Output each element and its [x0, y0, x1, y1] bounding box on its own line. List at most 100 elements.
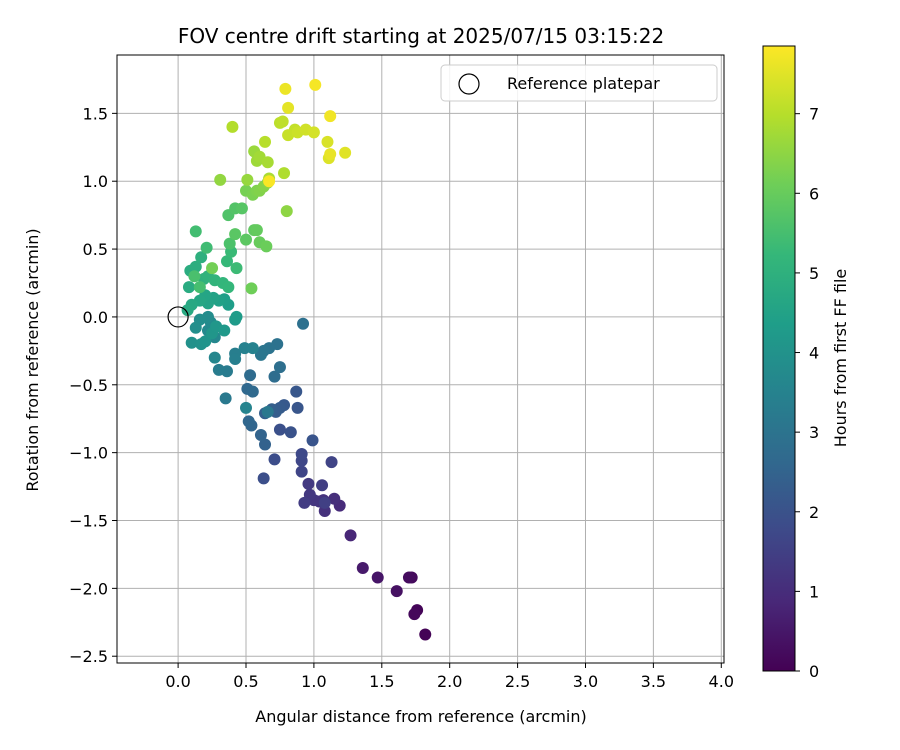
data-point [356, 562, 369, 574]
colorbar-tick-label: 1 [809, 582, 819, 601]
y-tick-label: 0.0 [83, 308, 108, 327]
data-point [242, 415, 255, 428]
data-point [263, 175, 276, 188]
data-point [321, 135, 334, 148]
data-point [306, 434, 319, 447]
data-point [259, 438, 272, 451]
data-point [298, 496, 311, 509]
x-tick-label: 1.5 [369, 672, 394, 691]
data-point [246, 342, 259, 355]
data-point [339, 146, 352, 159]
y-tick-label: 1.5 [83, 104, 108, 123]
reference-platepar-marker [167, 306, 189, 328]
data-point [240, 401, 253, 414]
data-point [230, 310, 243, 323]
data-point [259, 135, 272, 148]
data-point [254, 429, 267, 441]
colorbar-tick-label: 6 [809, 184, 819, 203]
data-point [279, 82, 292, 95]
data-point [218, 324, 231, 337]
x-tick-label: 2.0 [437, 672, 462, 691]
data-point [226, 120, 239, 133]
data-point [257, 472, 270, 485]
data-point [276, 115, 289, 128]
data-point [284, 426, 297, 439]
data-point [229, 228, 242, 241]
data-point [181, 304, 194, 317]
colorbar-tick-label: 0 [809, 662, 819, 681]
data-point [324, 110, 337, 123]
colorbar-tick-label: 2 [809, 503, 819, 522]
data-point [295, 465, 308, 478]
data-point [235, 202, 248, 215]
data-point [273, 361, 286, 374]
data-point [193, 281, 206, 294]
data-point [241, 173, 254, 186]
data-point [390, 585, 403, 598]
data-point [188, 270, 201, 283]
data-point [318, 496, 331, 509]
data-point [229, 353, 242, 365]
legend: Reference platepar [440, 64, 718, 102]
x-tick-label: 3.0 [573, 672, 598, 691]
data-point [189, 260, 202, 273]
data-point [290, 385, 303, 398]
data-point [240, 233, 253, 246]
y-tick-label: −2.0 [69, 579, 108, 598]
y-axis-ticks: 1.5 1.0 0.5 0.0 −0.5 −1.0 −1.5 −2.0 −2.5 [69, 104, 117, 666]
data-point [324, 148, 337, 161]
x-axis-label: Angular distance from reference (arcmin) [255, 707, 586, 726]
data-point [261, 156, 274, 169]
data-point [419, 628, 432, 641]
colorbar-label: Hours from first FF file [831, 269, 850, 448]
data-point [219, 392, 232, 405]
data-point [280, 205, 293, 218]
data-points [181, 78, 432, 641]
data-point [189, 225, 202, 238]
data-point [402, 571, 415, 584]
data-point [245, 282, 258, 295]
colorbar-tick-label: 5 [809, 264, 819, 283]
data-point [302, 477, 315, 490]
y-axis-label: Rotation from reference (arcmin) [23, 228, 42, 491]
data-point [260, 240, 273, 253]
data-point [261, 405, 274, 418]
colorbar-gradient [762, 45, 796, 672]
data-point [295, 448, 308, 460]
data-point [291, 401, 304, 414]
legend-marker [458, 73, 480, 95]
data-point [316, 479, 329, 492]
x-tick-label: 3.5 [641, 672, 666, 691]
data-point [297, 317, 310, 330]
data-point [268, 370, 281, 383]
data-point [230, 262, 243, 275]
x-tick-label: 0.0 [165, 672, 190, 691]
x-tick-label: 1.0 [301, 672, 326, 691]
data-point [278, 167, 291, 180]
data-point [223, 237, 236, 250]
data-point [199, 335, 212, 348]
y-tick-label: −2.5 [69, 647, 108, 666]
colorbar-tick-label: 4 [809, 344, 819, 363]
data-point [214, 173, 227, 186]
y-tick-label: 0.5 [83, 240, 108, 259]
legend-label: Reference platepar [507, 74, 660, 93]
x-axis-ticks: 0.0 0.5 1.0 1.5 2.0 2.5 3.0 3.5 4.0 [165, 663, 734, 691]
data-point [254, 348, 267, 361]
data-point [273, 423, 286, 436]
y-tick-label: −1.5 [69, 512, 108, 531]
data-point [244, 369, 257, 382]
data-point [195, 251, 208, 264]
y-tick-label: −1.0 [69, 444, 108, 463]
data-point [268, 453, 281, 466]
legend-box [440, 64, 718, 102]
data-point [250, 224, 263, 237]
data-point [206, 262, 219, 275]
data-point [408, 608, 421, 621]
reference-marker [167, 306, 189, 328]
chart-title: FOV centre drift starting at 2025/07/15 … [178, 24, 664, 48]
data-point [212, 363, 225, 376]
plot-frame [116, 54, 725, 664]
data-point [222, 281, 235, 294]
data-point [328, 492, 341, 505]
